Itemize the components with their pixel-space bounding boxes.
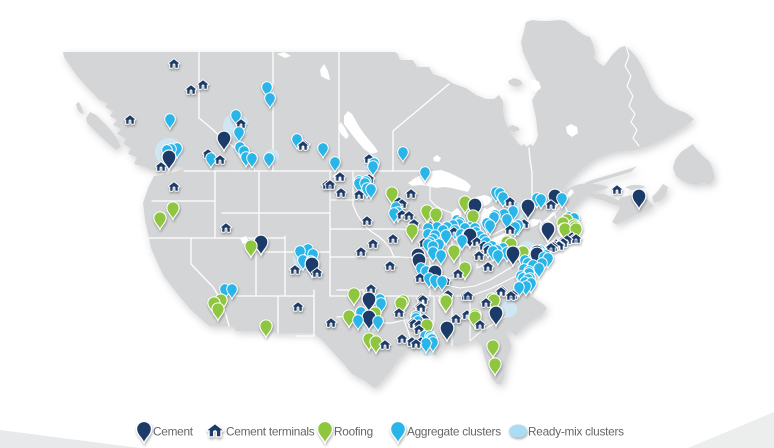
svg-text:Ready-mix clusters: Ready-mix clusters [528, 425, 624, 439]
svg-text:Aggregate clusters: Aggregate clusters [407, 425, 501, 439]
svg-text:Roofing: Roofing [334, 425, 373, 439]
svg-text:Cement: Cement [153, 425, 194, 439]
svg-text:Cement terminals: Cement terminals [226, 425, 315, 439]
